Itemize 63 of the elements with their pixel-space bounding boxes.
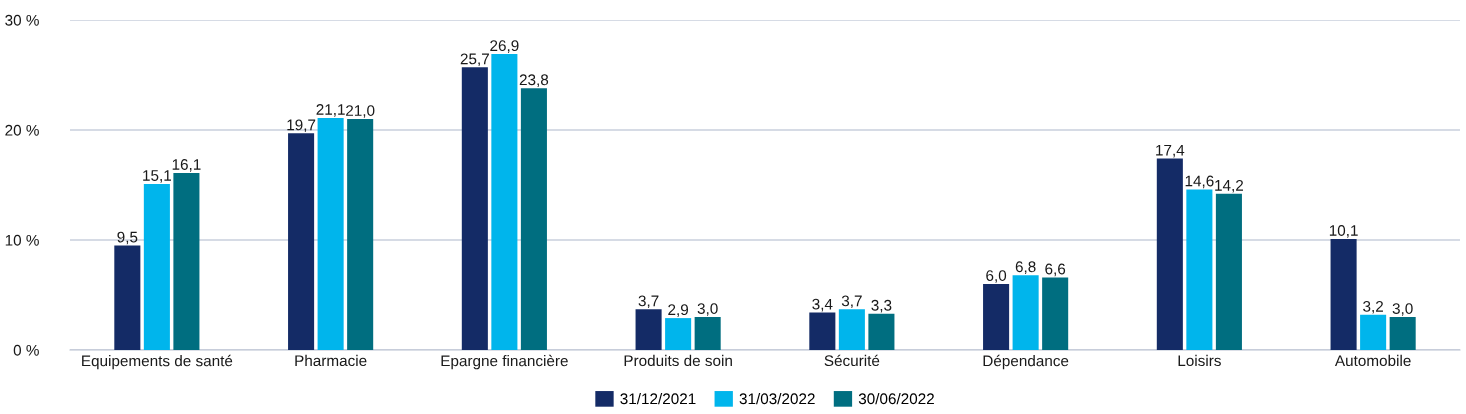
bar	[1330, 238, 1357, 350]
x-tick-label: Loisirs	[1178, 354, 1221, 367]
legend-label: 31/12/2021	[620, 392, 696, 405]
bar	[288, 133, 315, 350]
data-label: 23,8	[519, 74, 549, 87]
data-label: 21,1	[316, 104, 345, 117]
bar	[665, 318, 692, 350]
bar	[1012, 275, 1039, 350]
data-label: 14,6	[1185, 175, 1214, 189]
data-label: 16,1	[172, 159, 201, 172]
bar	[838, 309, 865, 350]
data-label: 15,1	[143, 170, 171, 183]
bar	[694, 317, 721, 350]
data-label: 3,3	[871, 299, 892, 313]
bar	[809, 312, 836, 350]
bar	[1389, 317, 1416, 350]
y-tick-label: 0 %	[13, 344, 39, 356]
data-label: 17,4	[1156, 144, 1185, 158]
bar	[1186, 189, 1213, 350]
bar	[317, 117, 344, 350]
bar	[143, 183, 170, 350]
data-label: 3,4	[812, 298, 833, 312]
data-label: 6,0	[986, 270, 1007, 283]
y-tick-label: 10 %	[5, 234, 39, 246]
y-tick-label: 20 %	[5, 124, 39, 136]
bar	[1360, 314, 1387, 350]
data-label: 6,6	[1045, 263, 1066, 277]
x-tick-label: Pharmacie	[295, 354, 367, 367]
data-label: 21,0	[346, 105, 375, 118]
x-tick-label: Equipements de santé	[82, 354, 233, 370]
bar	[1156, 158, 1183, 350]
bar	[520, 88, 547, 350]
x-tick-label: Automobile	[1334, 354, 1411, 367]
data-label: 2,9	[668, 304, 689, 317]
bar	[983, 284, 1010, 350]
data-label: 3,7	[638, 295, 659, 309]
legend-label: 30/06/2022	[858, 392, 934, 405]
x-tick-label: Epargne financière	[441, 354, 568, 370]
bar	[1215, 193, 1242, 350]
data-label: 26,9	[490, 40, 519, 53]
y-tick-label: 30 %	[5, 14, 39, 26]
data-label: 25,7	[460, 53, 489, 67]
data-label: 19,7	[287, 119, 316, 133]
bar	[347, 119, 374, 350]
bar	[635, 309, 662, 350]
data-label: 3,2	[1363, 300, 1383, 314]
bar	[491, 54, 518, 350]
data-label: 3,7	[841, 295, 862, 309]
data-label: 3,0	[697, 303, 718, 316]
bar	[114, 245, 141, 350]
data-label: 10,1	[1329, 225, 1358, 238]
x-tick-label: Produits de soin	[624, 354, 732, 367]
legend-label: 31/03/2022	[739, 392, 815, 405]
data-label: 6,8	[1015, 261, 1036, 274]
data-label: 14,2	[1215, 179, 1244, 193]
bar	[868, 313, 895, 350]
data-label: 9,5	[117, 231, 138, 245]
x-tick-label: Sécurité	[824, 354, 880, 367]
bar	[1042, 277, 1069, 350]
bar	[173, 172, 200, 350]
data-label: 3,0	[1392, 303, 1413, 316]
x-tick-label: Dépendance	[983, 354, 1069, 370]
bar	[461, 67, 488, 350]
